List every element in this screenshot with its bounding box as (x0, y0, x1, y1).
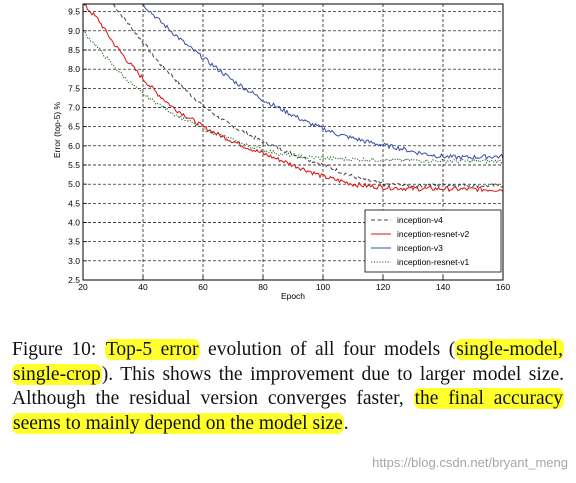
y-tick-label: 9.0 (68, 26, 80, 36)
y-tick-label: 2.5 (68, 275, 80, 285)
y-tick-label: 5.5 (68, 160, 80, 170)
legend-label-inception-resnet-v2: inception-resnet-v2 (397, 229, 470, 239)
legend-label-inception-resnet-v1: inception-resnet-v1 (397, 257, 470, 267)
y-tick-label: 3.0 (68, 256, 80, 266)
y-tick-label: 4.5 (68, 198, 80, 208)
plot-frame (82, 3, 504, 281)
x-tick-label: 100 (316, 282, 330, 292)
series-line-inception-resnet-v1 (83, 29, 503, 165)
y-tick-label: 3.5 (68, 237, 80, 247)
x-tick-label: 40 (138, 282, 148, 292)
series-line-inception-v3 (142, 4, 503, 161)
x-tick-label: 80 (258, 282, 268, 292)
y-tick-label: 4.0 (68, 218, 80, 228)
y-tick-label: 8.5 (68, 45, 80, 55)
figure-caption: Figure 10: Top-5 error evolution of all … (12, 338, 565, 436)
caption-text: evolution of all four models ( (199, 339, 456, 360)
y-tick-label: 9.5 (68, 7, 80, 17)
y-tick-label: 8.0 (68, 64, 80, 74)
caption-text: ). This shows the improvement due to lar… (12, 363, 564, 410)
caption-text: Figure 10: (12, 339, 105, 360)
x-tick-label: 60 (198, 282, 208, 292)
error-chart: 2.5 3.0 3.5 4.0 4.5 5.0 5.5 6.0 6.5 7.0 7.5 8.0 8.5 9… (52, 3, 510, 301)
x-tick-label: 20 (78, 282, 88, 292)
x-tick-label: 140 (436, 282, 450, 292)
y-tick-label: 6.5 (68, 122, 80, 132)
series-line-inception-v4 (112, 4, 503, 189)
caption-text: . (343, 412, 349, 434)
watermark: https://blog.csdn.net/bryant_meng (372, 455, 568, 470)
caption-highlight: Top-5 error (104, 339, 200, 360)
chart-figure: 2.5 3.0 3.5 4.0 4.5 5.0 5.5 6.0 6.5 7.0 7.5 8.0 8.5 9… (52, 3, 510, 301)
x-axis-label: Epoch (281, 291, 305, 301)
y-tick-label: 5.0 (68, 179, 80, 189)
legend-label-inception-v4: inception-v4 (397, 215, 443, 225)
x-tick-label: 160 (496, 282, 510, 292)
series-line-inception-resnet-v2 (83, 4, 503, 193)
x-tick-label: 120 (376, 282, 390, 292)
legend-label-inception-v3: inception-v3 (397, 243, 443, 253)
y-axis-label: Error (top-5) % (52, 101, 62, 158)
y-tick-label: 7.0 (68, 103, 80, 113)
y-tick-label: 7.5 (68, 83, 80, 93)
y-tick-label: 6.0 (68, 141, 80, 151)
